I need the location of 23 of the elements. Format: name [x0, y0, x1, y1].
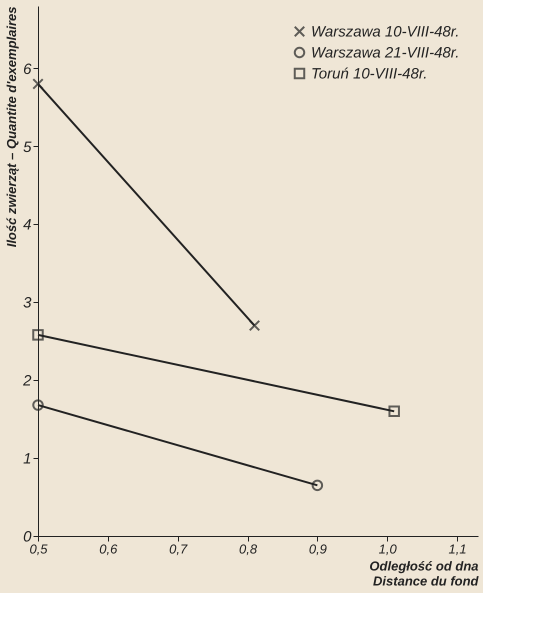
- point: [248, 320, 260, 332]
- x-tick-label: 1,0: [378, 542, 398, 556]
- point: [32, 78, 44, 90]
- y-tick-label: 1: [23, 450, 32, 468]
- point: [388, 406, 400, 418]
- legend-label: Warszawa 21-VIII-48r.: [311, 44, 460, 62]
- y-tick-label: 6: [23, 60, 32, 78]
- x-tick-label: 0,9: [308, 542, 327, 556]
- y-tick-label: 5: [23, 138, 32, 156]
- point: [32, 329, 44, 341]
- x-tick-label: 0,8: [238, 542, 258, 556]
- x-tick-label: 0,6: [99, 542, 118, 556]
- point: [312, 480, 324, 492]
- y-tick-label: 3: [23, 294, 32, 312]
- legend-label: Warszawa 10-VIII-48r.: [311, 24, 460, 40]
- x-axis-title: Odległość od dna Distance du fond: [369, 558, 480, 588]
- y-axis-title: Ilość zwierząt – Quantite d'exemplaires: [4, 6, 20, 248]
- legend-label: Toruń 10-VIII-48r.: [311, 66, 428, 82]
- point: [32, 399, 44, 411]
- y-tick-label: 4: [23, 216, 32, 234]
- x-tick-label: 1,1: [448, 542, 467, 556]
- x-tick-label: 0,7: [169, 542, 188, 556]
- y-tick-label: 2: [22, 372, 32, 390]
